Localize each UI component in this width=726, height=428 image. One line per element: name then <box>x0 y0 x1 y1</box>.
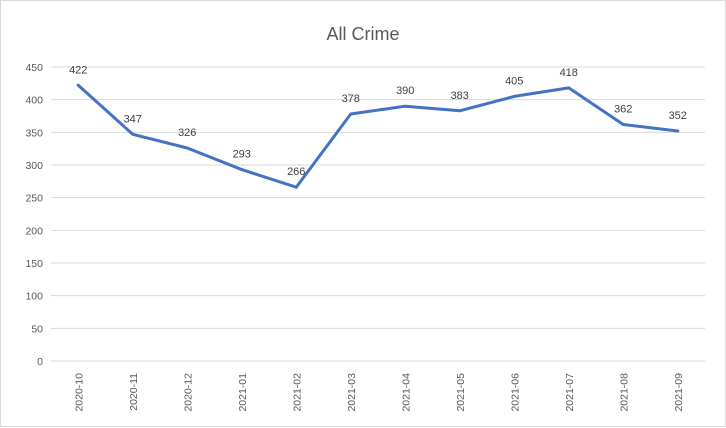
data-label: 422 <box>69 64 87 76</box>
y-tick-label: 50 <box>31 323 43 335</box>
data-point <box>403 104 407 108</box>
x-tick-label: 2021-09 <box>673 373 685 412</box>
y-tick-label: 400 <box>25 95 43 107</box>
data-labels: 422 347 326 293 266 378 390 383 405 418 362 352 <box>69 64 687 178</box>
x-tick-label: 2021-05 <box>455 373 467 412</box>
y-tick-label: 350 <box>25 127 43 139</box>
data-point <box>676 129 680 133</box>
data-label: 352 <box>669 110 687 122</box>
y-tick-label: 100 <box>25 291 43 303</box>
data-label: 390 <box>396 85 414 97</box>
data-point <box>240 168 244 172</box>
y-tick-label: 300 <box>25 160 43 172</box>
x-axis-ticks: 2020-10 2020-11 2020-12 2021-01 2021-02 2021-… <box>73 373 685 412</box>
x-tick-label: 2021-06 <box>509 373 521 412</box>
data-label: 362 <box>614 103 632 115</box>
x-tick-label: 2020-12 <box>182 373 194 412</box>
data-label: 383 <box>451 90 469 102</box>
series-line <box>76 83 680 189</box>
x-tick-label: 2021-01 <box>237 373 249 412</box>
x-tick-label: 2021-04 <box>400 373 412 412</box>
series-layer <box>76 83 680 189</box>
x-tick-label: 2021-07 <box>564 373 576 412</box>
data-label: 293 <box>233 149 251 161</box>
y-tick-label: 450 <box>25 62 43 74</box>
x-tick-label: 2021-03 <box>346 373 358 412</box>
data-label: 418 <box>560 67 578 79</box>
data-label: 405 <box>505 75 523 87</box>
gridlines <box>51 66 705 362</box>
data-label: 378 <box>342 93 360 105</box>
data-point <box>621 122 625 126</box>
data-label: 266 <box>287 166 305 178</box>
data-point <box>512 94 516 98</box>
y-tick-label: 200 <box>25 225 43 237</box>
chart-title: All Crime <box>326 24 399 44</box>
x-tick-label: 2021-08 <box>618 373 630 412</box>
data-point <box>76 83 80 87</box>
y-tick-label: 0 <box>37 356 43 368</box>
x-tick-label: 2021-02 <box>291 373 303 412</box>
x-tick-label: 2020-11 <box>128 373 140 411</box>
data-point <box>131 132 135 136</box>
y-axis-ticks: 0 50 100 150 200 250 300 350 400 450 <box>25 62 43 368</box>
x-tick-label: 2020-10 <box>73 373 85 412</box>
data-point <box>567 86 571 90</box>
y-tick-label: 250 <box>25 193 43 205</box>
data-point <box>349 112 353 116</box>
data-point <box>458 109 462 113</box>
data-point <box>294 185 298 189</box>
data-label: 347 <box>124 113 142 125</box>
data-point <box>185 146 189 150</box>
data-label: 326 <box>178 127 196 139</box>
y-tick-label: 150 <box>25 258 43 270</box>
